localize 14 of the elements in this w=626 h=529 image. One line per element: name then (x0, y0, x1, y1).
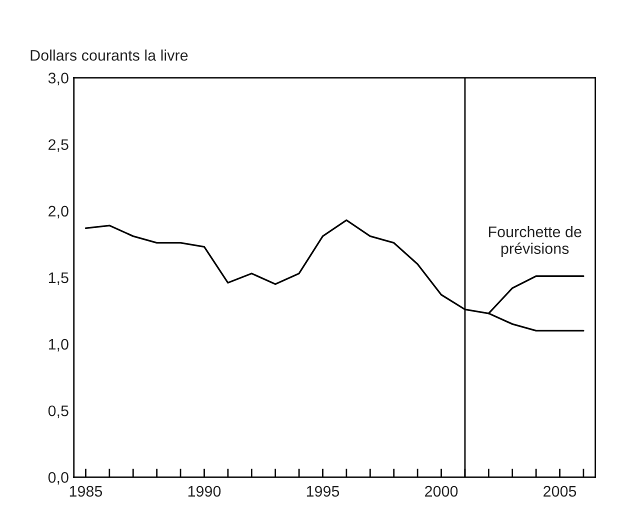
y-tick-label: 3,0 (48, 72, 68, 86)
y-tick-label: 1,0 (48, 338, 68, 352)
y-tick-label: 2,5 (48, 139, 68, 152)
x-tick-label: 2005 (544, 486, 576, 497)
x-tick-label: 1990 (188, 486, 221, 497)
y-tick-label: 2,0 (48, 206, 68, 218)
x-tick-label: 1985 (70, 486, 102, 497)
x-tick-label: 1995 (306, 486, 340, 497)
x-tick-label: 2000 (425, 486, 458, 497)
y-tick-label: 0,5 (48, 405, 68, 418)
y-tick-label: 0,0 (48, 472, 68, 485)
annotation: Fourchette de prévisions (488, 226, 582, 257)
y-axis-title: Dollars courants la livre (30, 50, 188, 61)
y-tick-label: 1,5 (48, 272, 68, 285)
